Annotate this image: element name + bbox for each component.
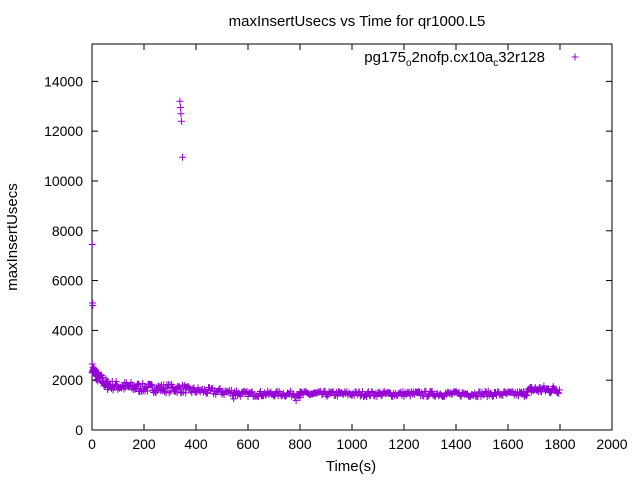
x-tick-label: 1000 [336, 436, 367, 452]
x-tick-label: 600 [236, 436, 260, 452]
data-point [523, 392, 531, 400]
data-point-outlier [177, 110, 185, 118]
data-point [555, 389, 563, 397]
legend-marker-glyph [571, 53, 579, 61]
data-points [88, 97, 563, 405]
data-point-outlier [176, 97, 184, 105]
data-point [106, 381, 114, 389]
x-tick-label: 1800 [544, 436, 575, 452]
data-point [535, 384, 543, 392]
data-point [134, 380, 142, 388]
data-point [323, 392, 331, 400]
data-point [237, 392, 245, 400]
legend: pg175o2nofp.cx10ac32r128 [364, 49, 579, 69]
y-tick-label: 2000 [52, 372, 83, 388]
data-point [333, 392, 341, 400]
data-point-outlier [296, 394, 304, 402]
data-point-outlier [230, 395, 238, 403]
data-point [216, 384, 224, 392]
data-point [105, 381, 113, 389]
data-point [176, 385, 184, 393]
data-point-outlier [88, 240, 96, 248]
data-point [547, 389, 555, 397]
data-point [262, 391, 270, 399]
data-point [272, 388, 280, 396]
data-point [488, 392, 496, 400]
data-point [321, 387, 329, 395]
data-point [508, 387, 516, 395]
data-point [248, 388, 256, 396]
x-axis-label: Time(s) [326, 458, 376, 475]
x-tick-label: 1200 [388, 436, 419, 452]
y-tick-label: 14000 [44, 73, 83, 89]
legend-series-label: pg175o2nofp.cx10ac32r128 [364, 49, 545, 69]
data-point [368, 387, 376, 395]
x-tick-label: 800 [288, 436, 312, 452]
y-tick-label: 6000 [52, 273, 83, 289]
legend-marker [571, 53, 579, 61]
data-point [148, 382, 156, 390]
data-point [358, 388, 366, 396]
x-tick-label: 1400 [440, 436, 471, 452]
data-point [555, 386, 563, 394]
x-tick-label: 200 [132, 436, 156, 452]
data-point [256, 387, 264, 395]
data-point [139, 379, 147, 387]
x-tick-label: 1600 [492, 436, 523, 452]
data-point [147, 380, 155, 388]
data-point [156, 383, 164, 391]
data-point [202, 389, 210, 397]
data-point-outlier [89, 301, 97, 309]
data-point [161, 388, 169, 396]
data-point [328, 387, 336, 395]
data-point [165, 389, 173, 397]
data-point [363, 393, 371, 401]
data-point [171, 387, 179, 395]
data-point-outlier [178, 153, 186, 161]
plot-frame [91, 43, 613, 431]
y-tick-label: 8000 [52, 223, 83, 239]
data-point [142, 384, 150, 392]
y-tick-label: 12000 [44, 123, 83, 139]
x-tick-label: 2000 [596, 436, 627, 452]
data-point [112, 378, 120, 386]
data-point-outlier [292, 397, 300, 405]
data-point-outlier [176, 104, 184, 112]
data-point [99, 374, 107, 382]
x-tick-label: 400 [184, 436, 208, 452]
data-point [118, 382, 126, 390]
x-tick-label: 0 [88, 436, 96, 452]
y-axis: 0 2000 4000 6000 8000 10000 12000 14000 [44, 73, 612, 438]
y-tick-label: 0 [75, 422, 83, 438]
y-tick-label: 10000 [44, 173, 83, 189]
data-point [522, 391, 530, 399]
y-tick-label: 4000 [52, 322, 83, 338]
data-point [185, 383, 193, 391]
data-point [254, 393, 262, 401]
data-point [143, 387, 151, 395]
y-axis-label: maxInsertUsecs [4, 183, 21, 291]
data-point [88, 360, 96, 368]
chart-title: maxInsertUsecs vs Time for qr1000.L5 [229, 13, 486, 30]
data-point [135, 381, 143, 389]
data-point [428, 387, 436, 395]
x-axis: 0 200 400 600 800 1000 1200 1400 1600 1800 2000 [88, 44, 628, 452]
data-point [424, 392, 432, 400]
data-point [247, 389, 255, 397]
data-point-outlier [177, 117, 185, 125]
